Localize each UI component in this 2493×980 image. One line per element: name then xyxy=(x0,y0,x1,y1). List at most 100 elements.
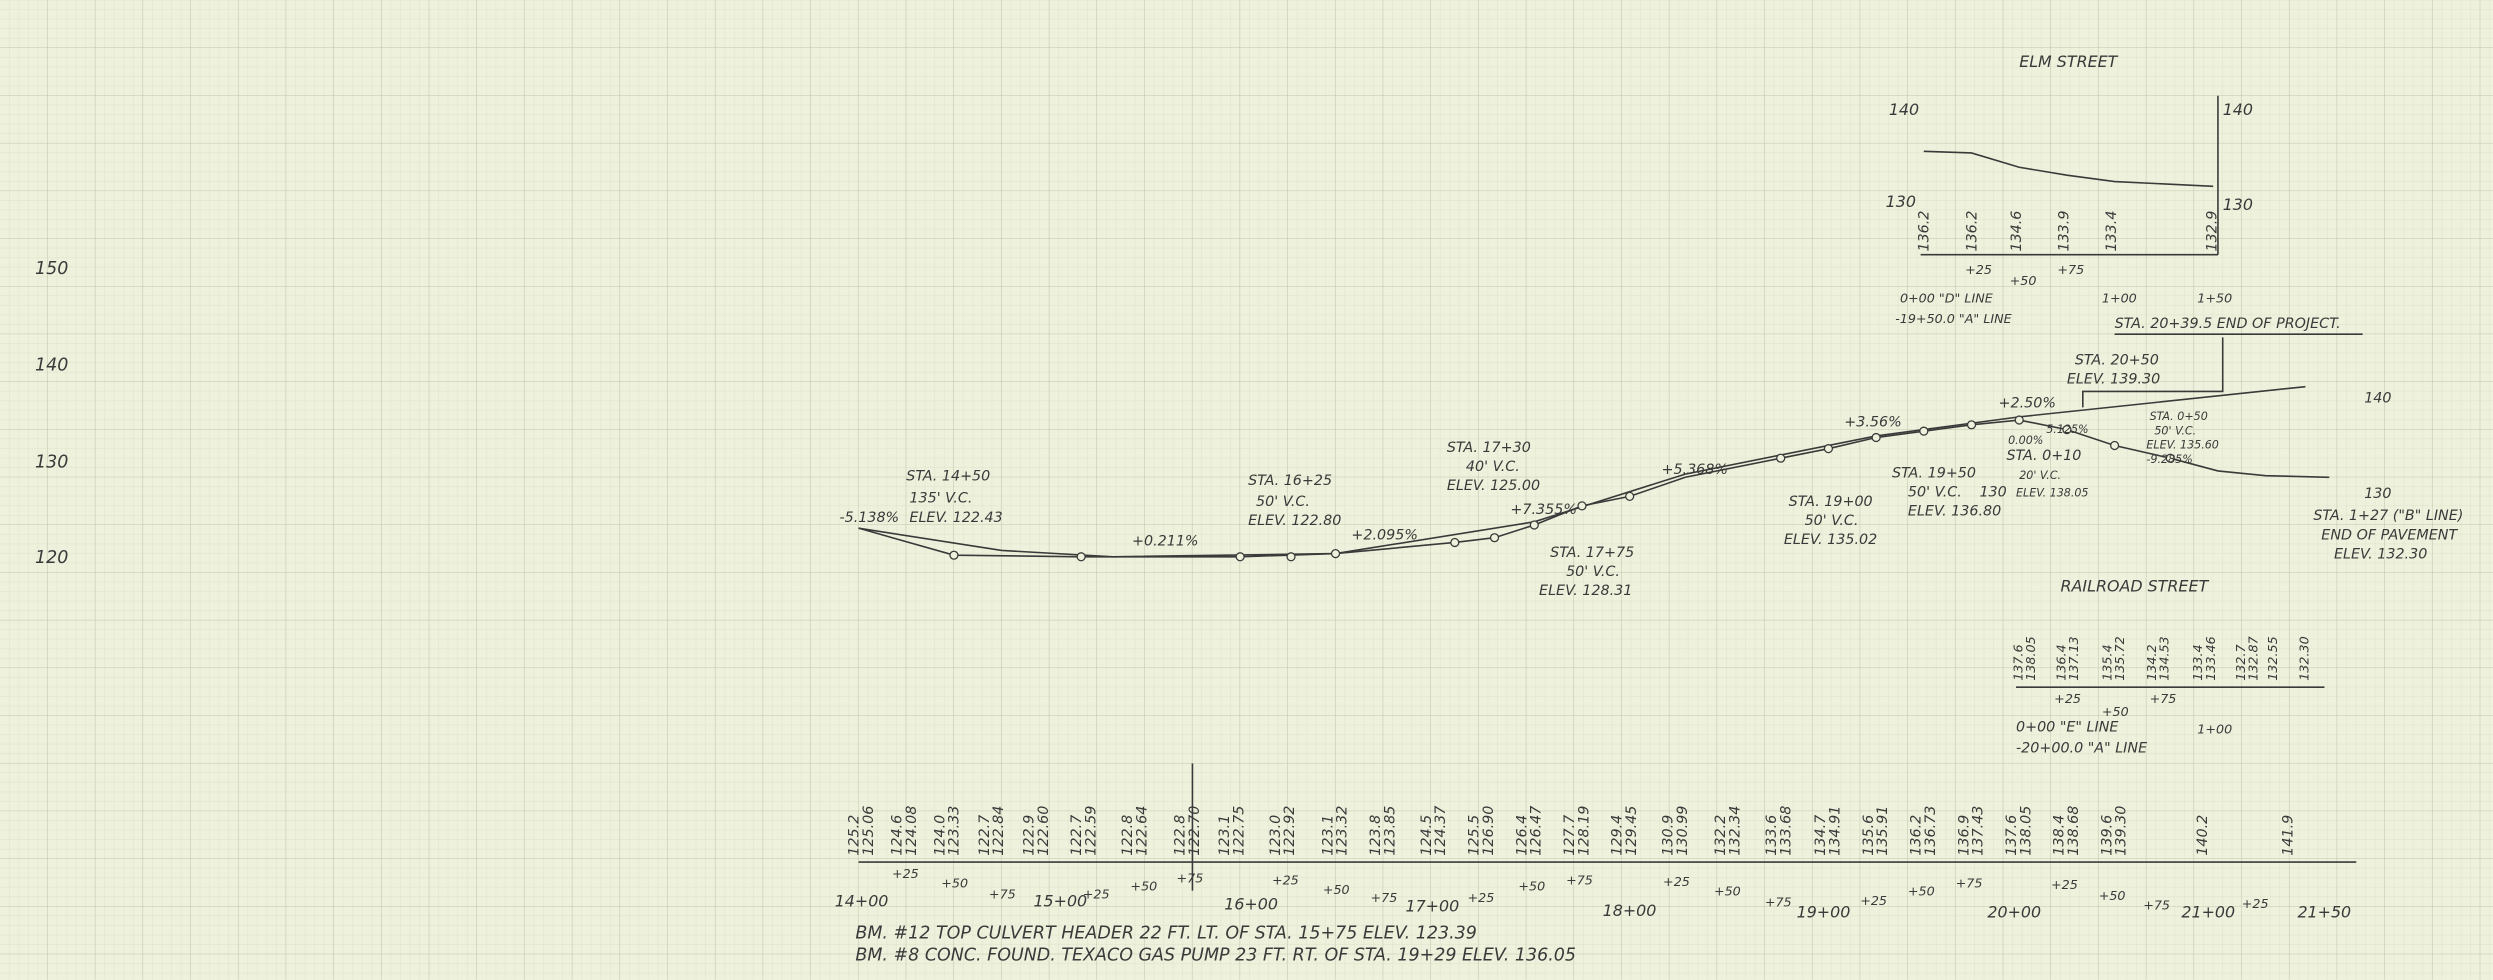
elevation: 141.9 xyxy=(2281,815,2297,856)
street-title: RAILROAD STREET xyxy=(2061,577,2210,596)
station: +50 xyxy=(1908,883,1935,898)
axis-label: 130 xyxy=(2223,195,2253,214)
annotation: +5.368% xyxy=(1661,462,1728,478)
annotation: ELEV. 132.30 xyxy=(2334,546,2427,562)
station: +75 xyxy=(1177,871,1204,886)
annotation: STA. 14+50 xyxy=(906,468,990,484)
elevation: 124.08 xyxy=(904,806,920,856)
annotation: ELEV. 122.80 xyxy=(1248,513,1341,529)
elevation: 123.1 xyxy=(1217,815,1233,856)
station: +25 xyxy=(1663,874,1690,889)
station: +50 xyxy=(1714,883,1741,898)
annotation: STA. 16+25 xyxy=(1248,473,1332,489)
elevation: 135.91 xyxy=(1875,806,1891,856)
elevation: 126.4 xyxy=(1514,815,1530,856)
annotation: 130 xyxy=(2364,486,2391,502)
elevation: 138.05 xyxy=(2018,806,2034,856)
elevation: 124.6 xyxy=(889,815,905,856)
note: 0+00 "D" LINE xyxy=(1900,290,1993,305)
station: 16+00 xyxy=(1224,895,1278,914)
station: +75 xyxy=(2150,691,2177,706)
annotation: 50' V.C. xyxy=(1908,484,1962,500)
annotation: STA. 17+75 xyxy=(1550,545,1634,561)
annotation: 20' V.C. xyxy=(2019,469,2061,482)
elevation: 136.9 xyxy=(1956,815,1972,856)
annotation: 50' V.C. xyxy=(1566,564,1620,580)
station: +25 xyxy=(892,866,919,881)
benchmark: BM. #12 TOP CULVERT HEADER 22 FT. LT. OF… xyxy=(855,923,1476,943)
elevation: 122.70 xyxy=(1187,806,1203,856)
elevation: 126.90 xyxy=(1481,806,1497,856)
elevation: 136.73 xyxy=(1923,806,1939,856)
station: +50 xyxy=(1518,879,1545,894)
elevation: 135.6 xyxy=(1861,815,1877,856)
elevation: 132.30 xyxy=(2297,636,2312,680)
annotation: STA. 19+00 xyxy=(1789,494,1873,510)
elevation: 122.75 xyxy=(1231,806,1247,856)
elevation: 135.4 xyxy=(2099,644,2114,680)
station: +75 xyxy=(1765,895,1792,910)
annotation: ELEV. 135.02 xyxy=(1784,532,1877,548)
annotation: STA. 0+50 xyxy=(2150,410,2208,423)
annotation: +0.211% xyxy=(1132,534,1199,550)
annotation: ELEV. 125.00 xyxy=(1447,478,1540,494)
station: +25 xyxy=(2242,896,2269,911)
station: +50 xyxy=(2099,888,2126,903)
elevation: 122.8 xyxy=(1120,815,1136,856)
station: +50 xyxy=(2010,273,2037,288)
elevation: 138.05 xyxy=(2023,636,2038,680)
elevation: 123.33 xyxy=(947,806,963,856)
station: +50 xyxy=(941,875,968,890)
elevation: 123.8 xyxy=(1368,815,1384,856)
annotation: STA. 20+50 xyxy=(2075,352,2159,368)
annotation: ELEV. 138.05 xyxy=(2016,486,2089,499)
elevation: 132.34 xyxy=(1727,806,1743,856)
station: +25 xyxy=(1860,893,1887,908)
elevation: 134.91 xyxy=(1828,806,1844,856)
elevation: 125.2 xyxy=(847,815,863,856)
annotation: +3.56% xyxy=(1844,414,1901,430)
station: 15+00 xyxy=(1033,892,1087,911)
station: 14+00 xyxy=(835,892,889,911)
axis-label: 150 xyxy=(35,259,68,279)
station: +25 xyxy=(1467,890,1494,905)
station: +75 xyxy=(2143,898,2170,913)
elevation: 134.7 xyxy=(1813,815,1829,856)
elevation: 136.2 xyxy=(1909,815,1925,856)
station: +25 xyxy=(1965,262,1992,277)
elevation: 136.2 xyxy=(1917,211,1933,252)
annotation: END OF PAVEMENT xyxy=(2321,527,2458,543)
note: 0+00 "E" LINE xyxy=(2016,720,2118,736)
elevation: 122.60 xyxy=(1036,806,1052,856)
station: 21+00 xyxy=(2181,903,2235,922)
elevation: 138.4 xyxy=(2052,815,2068,856)
elevation: 136.2 xyxy=(1964,211,1980,252)
annotation: ELEV. 139.30 xyxy=(2067,371,2160,387)
elevation: 128.19 xyxy=(1576,806,1592,856)
note: -19+50.0 "A" LINE xyxy=(1895,311,2011,326)
benchmark: BM. #8 CONC. FOUND. TEXACO GAS PUMP 23 F… xyxy=(855,946,1576,966)
station: 1+00 xyxy=(2197,721,2232,736)
annotation: STA. 1+27 ("B" LINE) xyxy=(2313,508,2463,524)
station: 19+00 xyxy=(1797,903,1851,922)
elevation: 140.2 xyxy=(2195,815,2211,856)
elevation: 130.9 xyxy=(1661,815,1677,856)
elevation: 135.72 xyxy=(2112,636,2127,680)
station: +50 xyxy=(1323,882,1350,897)
axis-label: 140 xyxy=(1889,100,1919,119)
elevation: 133.46 xyxy=(2203,636,2218,680)
elevation: 134.53 xyxy=(2157,636,2172,680)
station: 1+00 xyxy=(2102,290,2137,305)
annotation: 50' V.C. xyxy=(1256,494,1310,510)
station: 17+00 xyxy=(1405,896,1459,915)
elevation: 129.45 xyxy=(1624,806,1640,856)
elevation: 127.7 xyxy=(1562,815,1578,856)
annotation: STA. 0+10 xyxy=(2006,448,2081,464)
station: 18+00 xyxy=(1603,901,1657,920)
elevation: 122.8 xyxy=(1172,815,1188,856)
elevation: 122.9 xyxy=(1021,815,1037,856)
elevation: 124.37 xyxy=(1433,806,1449,856)
annotation: 50' V.C. xyxy=(2154,424,2196,437)
